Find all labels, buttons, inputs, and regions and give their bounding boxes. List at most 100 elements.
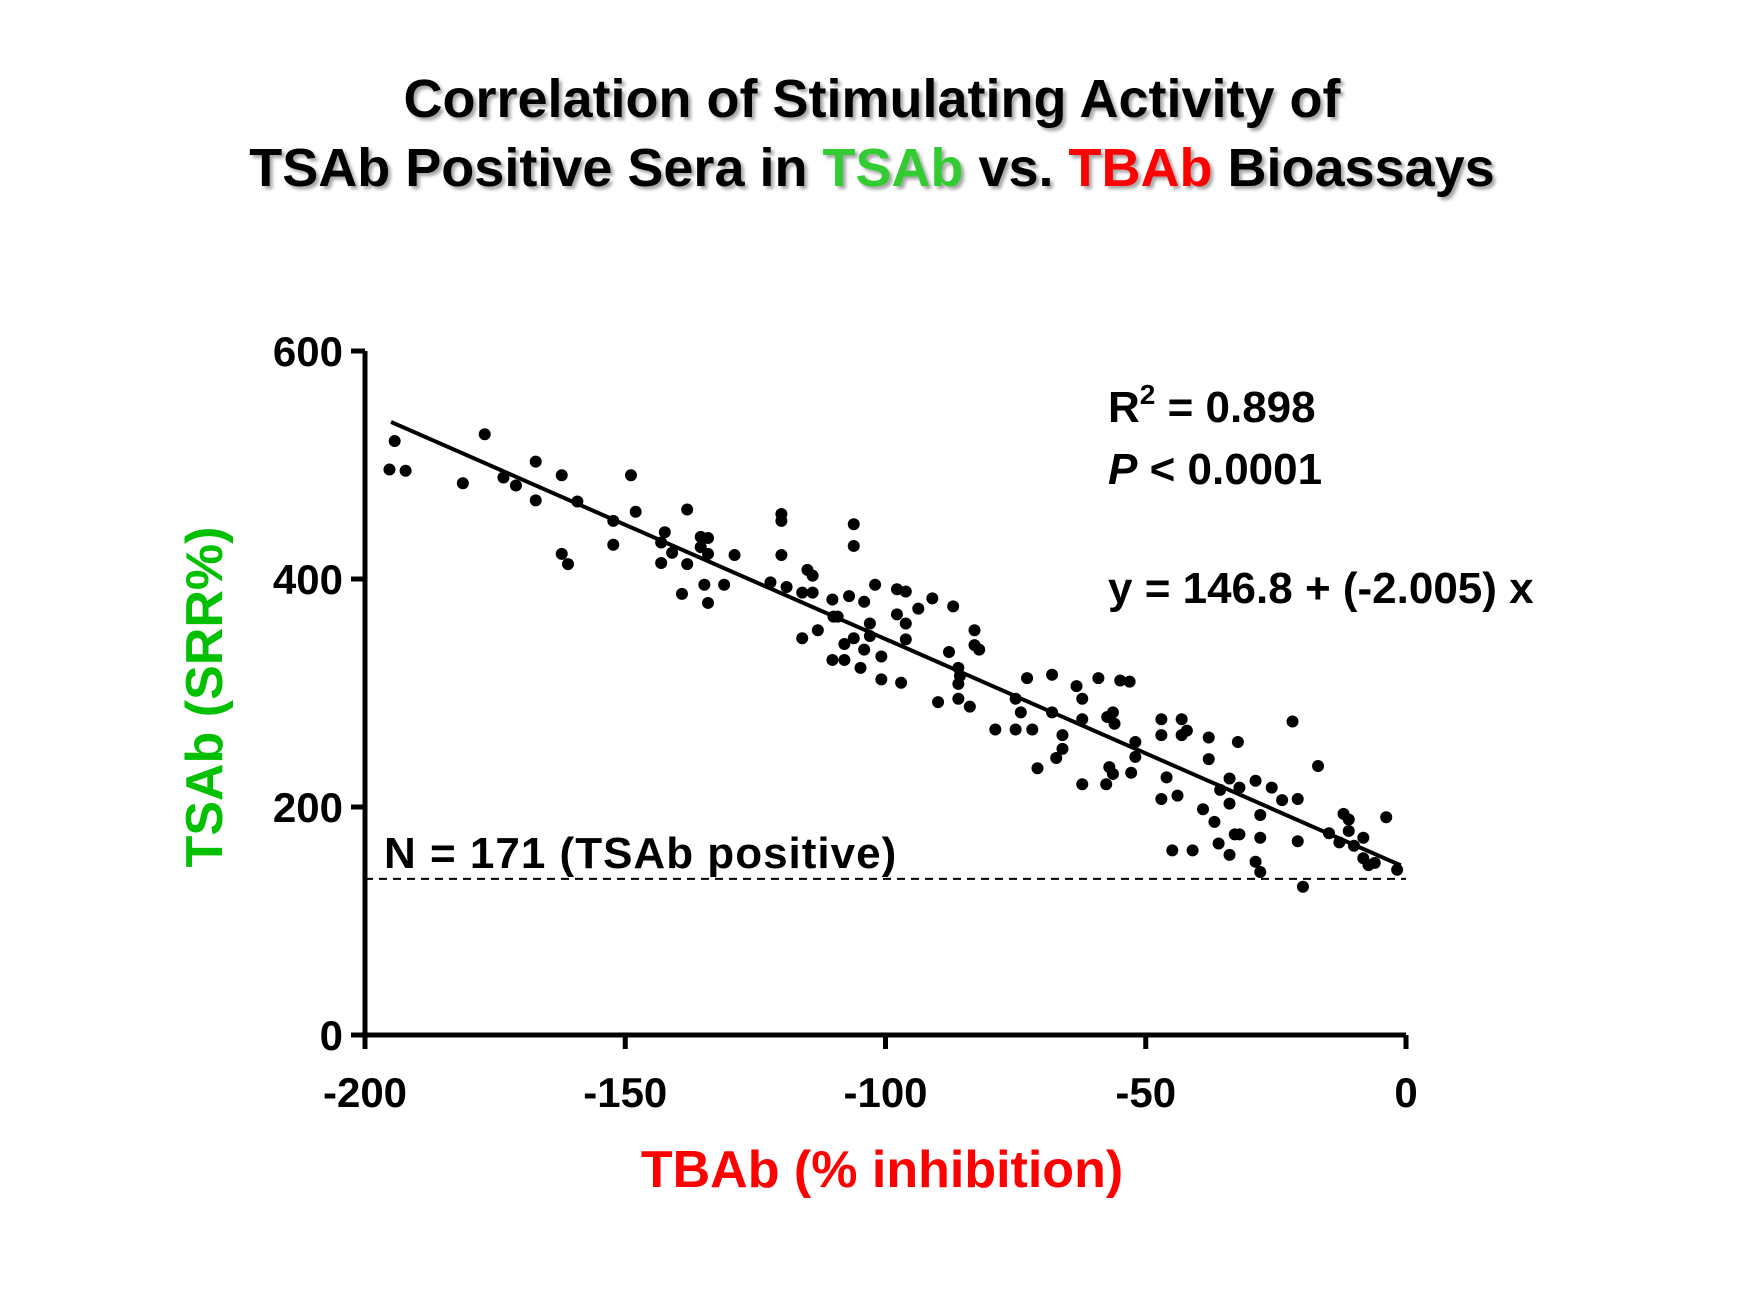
data-point xyxy=(624,469,637,482)
data-point xyxy=(1249,774,1262,787)
p-italic: P xyxy=(1108,445,1138,494)
x-tick-label: -150 xyxy=(583,1069,667,1116)
data-point xyxy=(1202,731,1215,744)
title-line-2: TSAb Positive Sera in TSAb vs. TBAb Bioa… xyxy=(249,138,1494,198)
data-point xyxy=(826,593,839,606)
data-point xyxy=(952,692,965,705)
data-point xyxy=(478,428,491,441)
data-point xyxy=(1276,794,1289,807)
data-point xyxy=(383,463,396,476)
data-point xyxy=(875,650,888,663)
data-point xyxy=(775,549,788,562)
data-point xyxy=(1296,880,1309,893)
data-point xyxy=(1254,808,1267,821)
data-point xyxy=(926,592,939,605)
y-tick-label: 400 xyxy=(273,556,343,603)
data-point xyxy=(1106,767,1119,780)
data-point xyxy=(826,653,839,666)
data-point xyxy=(1106,706,1119,719)
data-point xyxy=(1155,729,1168,742)
data-point xyxy=(847,632,860,645)
data-point xyxy=(843,590,856,603)
data-point xyxy=(1123,675,1136,688)
data-point xyxy=(1076,778,1089,791)
title-part: TSAb Positive Sera in xyxy=(249,138,822,198)
data-point xyxy=(629,505,642,518)
data-point xyxy=(1046,668,1059,681)
data-point xyxy=(1197,803,1210,816)
data-point xyxy=(1180,724,1193,737)
data-point xyxy=(890,608,903,621)
chart-title: Correlation of Stimulating Activity of T… xyxy=(249,69,1494,198)
data-point xyxy=(1175,713,1188,726)
x-tick-label: -50 xyxy=(1115,1069,1176,1116)
data-point xyxy=(989,723,1002,736)
data-point xyxy=(1171,789,1184,802)
data-point xyxy=(1223,772,1236,785)
regression-line xyxy=(390,420,1402,868)
title-part-tbab: TBAb xyxy=(1069,138,1213,198)
data-point xyxy=(973,643,986,656)
data-point xyxy=(681,503,694,516)
data-point xyxy=(838,653,851,666)
data-point xyxy=(1208,815,1221,828)
data-point xyxy=(1286,715,1299,728)
data-point xyxy=(681,558,694,571)
data-point xyxy=(1129,750,1142,763)
data-point xyxy=(1202,753,1215,766)
data-point xyxy=(1021,672,1034,685)
data-point xyxy=(1108,717,1121,730)
data-point xyxy=(655,557,668,570)
data-point xyxy=(666,546,679,559)
data-point xyxy=(1342,824,1355,837)
data-point xyxy=(1100,778,1113,791)
data-point xyxy=(607,538,620,551)
data-point xyxy=(963,700,976,713)
axes: 0 200 400 600 -200 -150 -100 -50 0 xyxy=(273,328,1418,1116)
data-point xyxy=(1050,751,1063,764)
data-point xyxy=(529,494,542,507)
data-point xyxy=(388,435,401,448)
data-point xyxy=(869,578,882,591)
data-point xyxy=(1009,723,1022,736)
data-point xyxy=(658,526,671,539)
data-point xyxy=(561,558,574,571)
data-point xyxy=(1129,736,1142,749)
data-point xyxy=(1056,742,1069,755)
data-point xyxy=(775,514,788,527)
data-point xyxy=(1312,759,1325,772)
data-point xyxy=(1368,856,1381,869)
data-point xyxy=(1265,781,1278,794)
data-point xyxy=(1380,811,1393,824)
data-point xyxy=(875,673,888,686)
data-point xyxy=(952,677,965,690)
data-point xyxy=(1223,797,1236,810)
data-point xyxy=(1212,837,1225,850)
data-point xyxy=(1291,793,1304,806)
data-point xyxy=(529,455,542,468)
x-axis-label: TBAb (% inhibition) xyxy=(641,1141,1123,1199)
data-point xyxy=(555,547,568,560)
x-tick-label: -200 xyxy=(323,1069,407,1116)
data-point xyxy=(854,661,867,674)
r2-value: = 0.898 xyxy=(1155,383,1315,432)
regression-equation: y = 146.8 + (-2.005) x xyxy=(1108,564,1534,613)
data-point xyxy=(1076,692,1089,705)
data-point xyxy=(399,464,412,477)
data-point xyxy=(1056,729,1069,742)
data-point xyxy=(847,539,860,552)
data-point xyxy=(456,477,469,490)
data-point xyxy=(1357,831,1370,844)
data-point xyxy=(932,696,945,709)
data-point xyxy=(899,633,912,646)
data-point xyxy=(1231,736,1244,749)
title-part-tsab: TSAb xyxy=(822,138,963,198)
data-point xyxy=(943,645,956,658)
data-point xyxy=(806,586,819,599)
data-point xyxy=(698,578,711,591)
data-point xyxy=(858,595,871,608)
p-value: < 0.0001 xyxy=(1137,445,1322,494)
data-point xyxy=(702,596,715,609)
data-point xyxy=(811,624,824,637)
